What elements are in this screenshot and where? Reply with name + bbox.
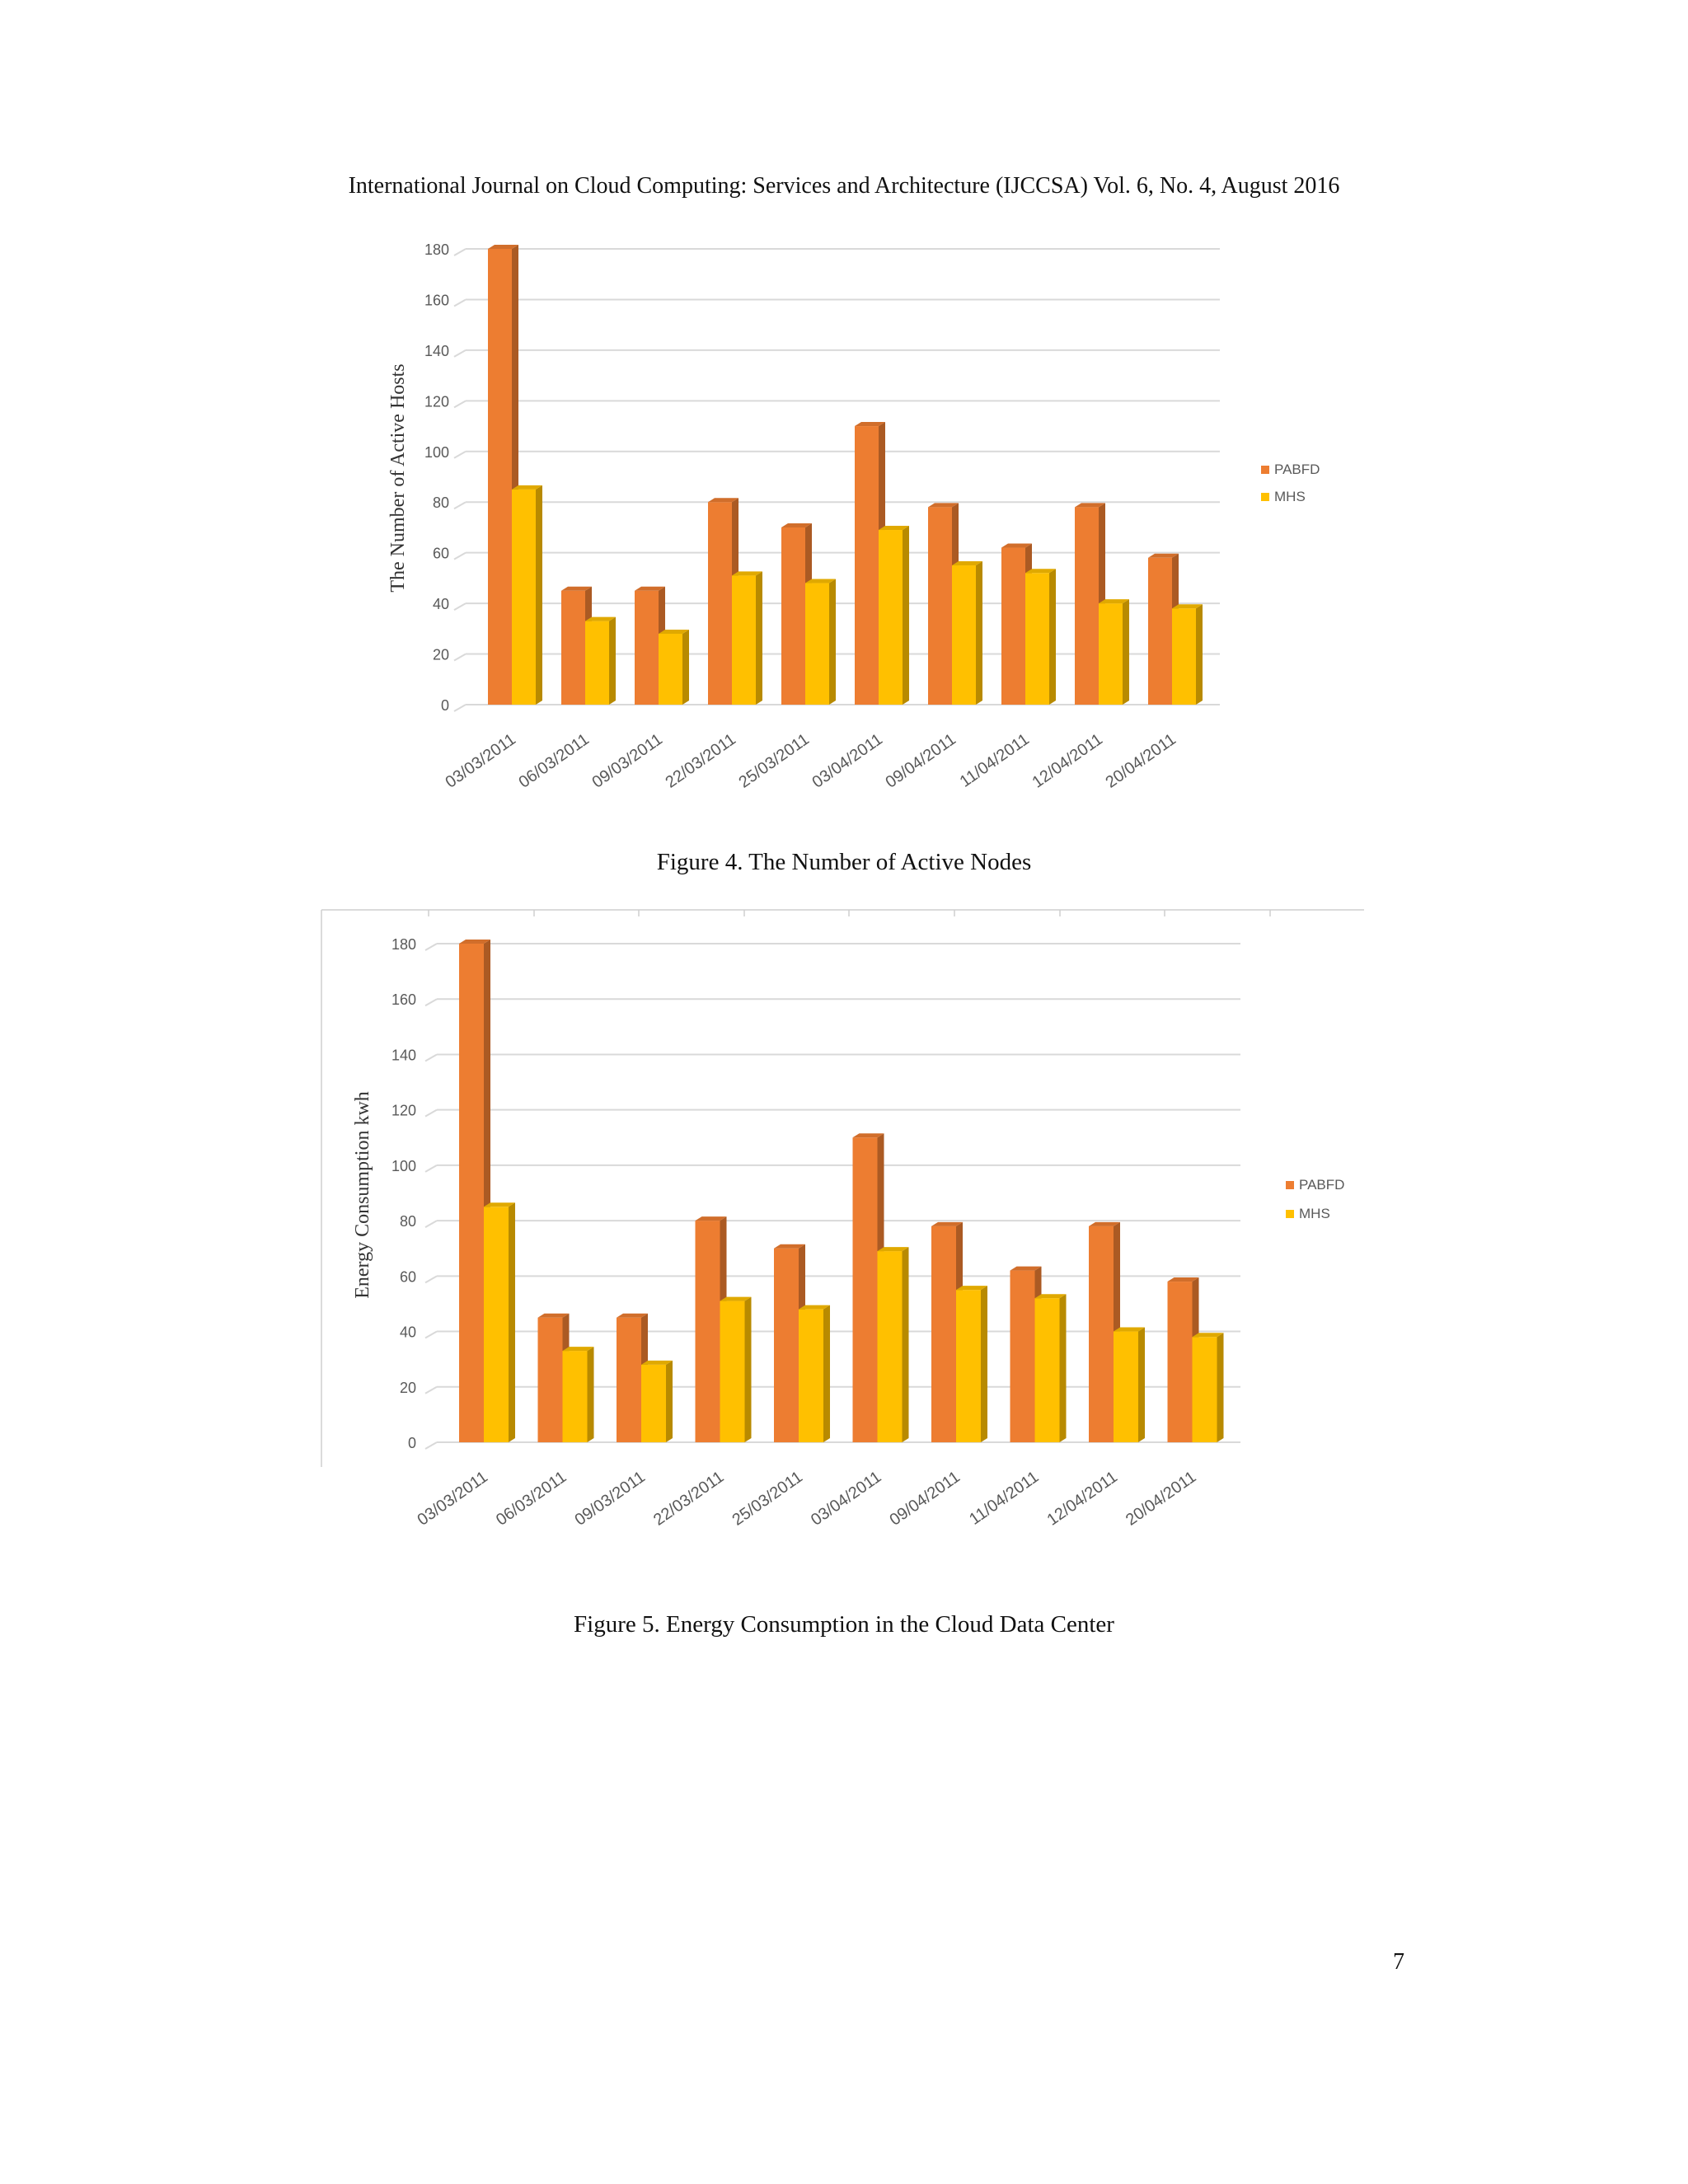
fig4-x-tick-label: 11/04/2011 [957,730,1033,791]
fig5-y-tick-label: 80 [400,1213,416,1230]
fig5-x-tick-label: 25/03/2011 [729,1468,805,1530]
fig5-x-tick-label: 06/03/2011 [493,1468,570,1530]
fig5-x-tick-label: 11/04/2011 [966,1468,1042,1529]
fig4-x-tick-label: 03/03/2011 [442,730,518,792]
figure-5-caption: Figure 5. Energy Consumption in the Clou… [574,1611,1114,1638]
fig5-bar-mhs-5 [799,1305,830,1442]
fig4-gridline-depth [453,400,467,409]
fig4-y-tick-label: 80 [433,494,449,511]
fig5-bar-mhs-2 [562,1347,594,1442]
fig4-gridline-depth [453,501,467,510]
fig5-x-tick-label: 03/03/2011 [414,1468,490,1530]
fig5-gridline-depth [424,1053,438,1062]
fig4-x-tick-label: 12/04/2011 [1029,730,1105,792]
fig5-x-tick-label: 12/04/2011 [1043,1468,1120,1530]
fig5-gridline-depth [424,998,438,1007]
page-number: 7 [1393,1949,1404,1975]
fig5-x-tick-label: 09/04/2011 [886,1468,963,1530]
fig4-x-tick-label: 03/04/2011 [809,730,885,792]
page-header: International Journal on Cloud Computing… [348,173,1340,199]
fig4-x-tick-label: 20/04/2011 [1102,730,1179,792]
fig5-y-tick-label: 100 [392,1158,416,1174]
fig4-y-tick-label: 20 [433,647,449,663]
fig5-bar-mhs-9 [1114,1327,1145,1442]
fig4-x-tick-label: 09/03/2011 [588,730,665,792]
fig4-x-tick-label: 09/04/2011 [882,730,959,792]
fig4-gridline-depth [453,704,467,712]
fig5-gridline-depth [424,1220,438,1228]
fig5-y-tick-label: 160 [392,991,416,1008]
fig4-gridline-depth [453,298,467,307]
fig4-bar-mhs-7 [952,561,982,705]
fig5-gridline-depth [424,1385,438,1394]
fig4-gridline-depth [453,349,467,358]
fig5-y-tick-label: 140 [392,1047,416,1063]
fig5-gridline-depth [424,1441,438,1450]
fig4-x-tick-label: 06/03/2011 [515,730,592,792]
fig4-y-tick-label: 60 [433,546,449,562]
fig4-bar-mhs-6 [879,526,909,705]
fig5-y-tick-label: 0 [408,1435,416,1451]
fig5-legend-swatch-mhs [1286,1210,1294,1218]
fig5-gridline-depth [424,1165,438,1173]
fig4-legend-mhs: MHS [1274,489,1306,504]
fig4-x-tick-label: 25/03/2011 [735,730,812,792]
fig4-bar-mhs-2 [585,616,616,705]
fig4-y-tick-label: 0 [441,697,449,714]
fig5-y-tick-label: 20 [400,1380,416,1396]
fig4-bar-mhs-5 [805,579,836,705]
fig4-y-tick-label: 40 [433,596,449,612]
fig4-y-tick-label: 100 [424,444,449,461]
fig4-gridline-depth [453,450,467,459]
fig5-gridline-depth [424,943,438,951]
fig5-legend-mhs: MHS [1299,1206,1330,1221]
fig5-bar-pabfd-6 [852,1133,884,1442]
fig5-y-tick-label: 60 [400,1268,416,1285]
figure-5-chart: 0 20 40 60 80 100 120 140 160 180 Energy Consumpti… [321,909,1364,1530]
fig5-x-tick-label: 22/03/2011 [650,1468,727,1530]
fig4-bar-mhs-1 [512,485,542,705]
fig5-bar-mhs-7 [956,1286,987,1442]
fig4-bar-mhs-10 [1172,604,1203,705]
fig4-gridline-depth [453,248,467,256]
fig5-legend-swatch-pabfd [1286,1181,1294,1189]
fig5-legend-pabfd: PABFD [1299,1177,1344,1193]
fig5-bar-mhs-8 [1034,1294,1067,1442]
fig4-bar-pabfd-10 [1148,553,1179,705]
fig5-x-tick-label: 03/04/2011 [808,1468,884,1530]
fig5-bar-mhs-4 [720,1296,752,1442]
figure-4-caption: Figure 4. The Number of Active Nodes [656,849,1032,875]
fig4-bar-mhs-4 [732,571,762,705]
fig4-bar-mhs-8 [1025,569,1056,705]
figure-4-chart: 0 20 40 60 80 100 120 140 160 180 The Number of Ac… [387,241,1320,792]
fig5-y-tick-label: 180 [392,936,416,953]
fig5-y-tick-label: 120 [392,1103,416,1119]
fig4-legend-swatch-pabfd [1261,466,1269,474]
fig5-y-axis-label: Energy Consumption kwh [352,1091,373,1299]
fig4-bar-pabfd-1 [488,245,518,705]
fig4-y-tick-label: 120 [424,393,449,410]
fig5-y-tick-label: 40 [400,1324,416,1341]
fig4-y-tick-label: 140 [424,343,449,359]
fig4-bar-mhs-3 [659,629,689,705]
fig4-y-tick-label: 180 [424,241,449,258]
fig5-gridline-depth [424,1108,438,1118]
fig5-bar-mhs-10 [1192,1333,1224,1442]
fig4-y-axis-label: The Number of Active Hosts [387,363,409,592]
fig4-legend-pabfd: PABFD [1274,462,1320,477]
fig5-x-tick-label: 20/04/2011 [1123,1468,1199,1530]
fig4-gridline-depth [453,551,467,560]
fig5-gridline-depth [424,1330,438,1339]
fig5-bar-mhs-1 [484,1202,515,1442]
fig5-gridline-depth [424,1275,438,1284]
fig4-y-tick-label: 160 [424,292,449,308]
fig4-gridline-depth [453,602,467,611]
fig4-legend-swatch-mhs [1261,493,1269,501]
fig5-x-tick-label: 09/03/2011 [571,1468,648,1530]
fig4-x-tick-label: 22/03/2011 [662,730,738,792]
fig5-bar-mhs-3 [641,1360,673,1442]
fig4-bar-mhs-9 [1099,599,1129,705]
fig4-gridline-depth [453,653,467,662]
fig5-bar-mhs-6 [877,1247,909,1442]
